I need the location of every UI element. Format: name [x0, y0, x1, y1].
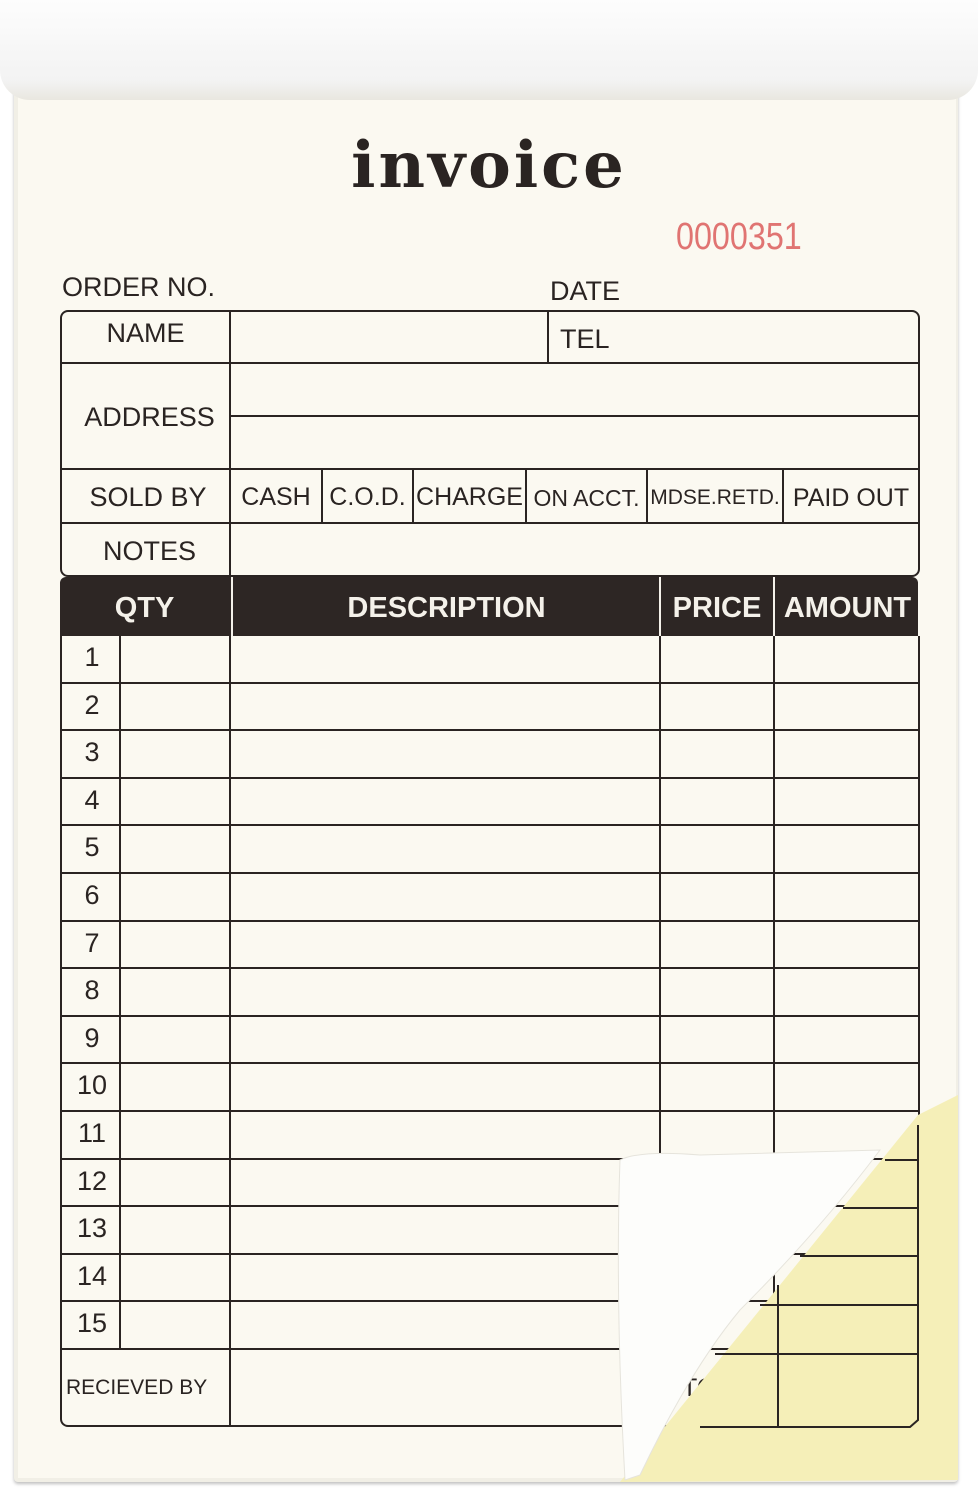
table-row[interactable]: 4 — [62, 779, 918, 827]
row-number: 13 — [76, 1213, 108, 1244]
table-row[interactable]: 12 — [62, 1160, 918, 1208]
curled-page — [617, 1149, 882, 1481]
row-divider — [62, 1109, 918, 1112]
table-row[interactable]: 7 — [62, 922, 918, 970]
table-row[interactable]: 9 — [62, 1017, 918, 1065]
row-number: 14 — [76, 1260, 108, 1291]
tel-label: TEL — [560, 324, 610, 354]
serial-number: 0000351 — [676, 216, 802, 258]
column-amount: AMOUNT — [773, 577, 920, 636]
row-divider — [62, 1300, 918, 1303]
row-number: 3 — [84, 737, 100, 768]
payment-paid-out[interactable]: PAID OUT — [792, 484, 910, 512]
row-number: 11 — [77, 1118, 107, 1148]
row-divider — [62, 824, 918, 827]
row-divider — [62, 681, 918, 684]
row-number: 6 — [84, 880, 100, 910]
carbon-copy-yellow-page — [620, 1095, 958, 1482]
row-divider — [62, 776, 918, 779]
folded-back-pages — [0, 0, 978, 100]
customer-info-box: NAME TEL ADDRESS SOLD BY CASH C.O.D. CHA… — [60, 310, 920, 577]
row-divider — [62, 919, 918, 922]
sold-by-label: SOLD BY — [89, 482, 207, 512]
row-number: 7 — [84, 927, 100, 958]
received-by-label: RECIEVED BY — [66, 1376, 208, 1399]
table-row[interactable]: 13 — [62, 1207, 918, 1255]
table-row[interactable]: 14 — [62, 1255, 918, 1303]
payment-charge[interactable]: CHARGE — [416, 483, 523, 511]
table-row[interactable]: 11 — [62, 1112, 918, 1160]
row-number: 4 — [84, 784, 100, 815]
row-divider — [62, 1252, 918, 1255]
row-divider — [62, 967, 918, 970]
row-divider — [62, 1157, 918, 1160]
table-row[interactable]: 5 — [62, 826, 918, 874]
column-price: PRICE — [659, 577, 773, 636]
table-row[interactable]: 8 — [62, 969, 918, 1017]
table-row[interactable]: 15 — [62, 1302, 918, 1350]
row-divider — [62, 871, 918, 874]
items-table-header: QTY DESCRIPTION PRICE AMOUNT — [60, 577, 918, 636]
row-divider — [62, 1014, 918, 1017]
row-number: 2 — [84, 689, 100, 720]
name-label: NAME — [106, 318, 185, 348]
table-row[interactable]: 1 — [62, 636, 918, 684]
row-number: 9 — [84, 1022, 100, 1053]
row-divider — [62, 1062, 918, 1065]
table-row[interactable]: 3 — [62, 731, 918, 779]
payment-cash[interactable]: CASH — [241, 483, 311, 511]
payment-mdse-returned[interactable]: MDSE.RETD. — [650, 486, 780, 509]
invoice-title: invoice — [351, 128, 627, 203]
row-number: 15 — [76, 1308, 108, 1339]
table-row[interactable]: 10 — [62, 1064, 918, 1112]
date-label: DATE — [550, 276, 621, 306]
notes-label: NOTES — [102, 536, 196, 566]
column-description: DESCRIPTION — [231, 577, 660, 636]
row-number: 1 — [84, 642, 100, 672]
row-number: 12 — [76, 1165, 108, 1196]
column-qty: QTY — [114, 592, 175, 624]
row-divider — [62, 729, 918, 732]
row-number: 5 — [84, 832, 100, 863]
table-row[interactable]: 6 — [62, 874, 918, 922]
payment-on-account[interactable]: ON ACCT. — [533, 485, 640, 511]
row-divider — [62, 1347, 918, 1350]
order-no-label: ORDER NO. — [62, 272, 216, 302]
table-row[interactable]: 2 — [62, 684, 918, 732]
payment-cod[interactable]: C.O.D. — [329, 483, 406, 511]
row-number: 8 — [84, 975, 100, 1006]
address-label: ADDRESS — [84, 402, 215, 432]
row-divider — [62, 1205, 918, 1208]
row-number: 10 — [76, 1070, 108, 1101]
